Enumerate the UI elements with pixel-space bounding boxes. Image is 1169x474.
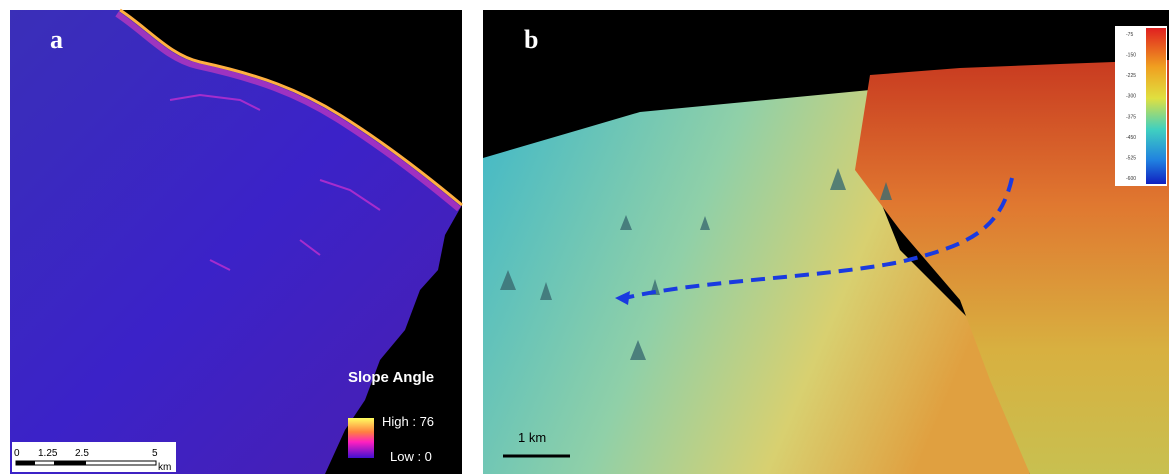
colorbar-label: -375 xyxy=(1126,114,1136,120)
scale-label: 1 km xyxy=(518,430,546,445)
scale-seg xyxy=(54,461,86,465)
panel-letter: b xyxy=(524,25,538,54)
scale-label: 5 xyxy=(152,448,158,459)
figure: a Slope Angle High : 76 Low : 0 0 1.25 2… xyxy=(0,0,1169,474)
scale-label: 0 xyxy=(14,448,20,459)
panel-letter: a xyxy=(50,25,63,54)
scale-label: 1.25 xyxy=(38,448,58,459)
colorbar-label: -150 xyxy=(1126,53,1136,59)
scale-seg xyxy=(16,461,35,465)
colorbar-label: -525 xyxy=(1126,155,1136,161)
legend-swatch xyxy=(348,418,374,458)
legend-high: High : 76 xyxy=(382,414,434,429)
legend-low: Low : 0 xyxy=(390,449,432,464)
colorbar-label: -450 xyxy=(1126,135,1136,141)
colorbar xyxy=(1146,28,1166,184)
legend-title: Slope Angle xyxy=(348,369,434,386)
colorbar-label: -75 xyxy=(1126,32,1133,38)
panel-b: b 1 km -75 -150 -225 -300 -375 -450 -525 -600 xyxy=(483,10,1169,474)
scale-unit: km xyxy=(158,462,171,473)
scale-label: 2.5 xyxy=(75,448,89,459)
colorbar-label: -600 xyxy=(1126,176,1136,182)
colorbar-label: -300 xyxy=(1126,94,1136,100)
panel-a: a Slope Angle High : 76 Low : 0 0 1.25 2… xyxy=(10,10,462,474)
colorbar-label: -225 xyxy=(1126,73,1136,79)
